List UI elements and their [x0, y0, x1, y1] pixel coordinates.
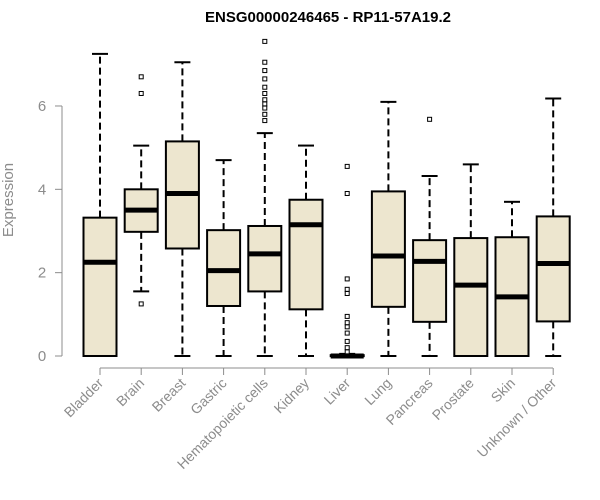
- boxes: [82, 38, 571, 359]
- outlier-point: [138, 90, 144, 96]
- outlier-point: [262, 101, 268, 107]
- outlier-point: [344, 286, 350, 292]
- box-unknown-other: [535, 97, 571, 357]
- box-pancreas: [412, 116, 448, 357]
- box-prostate: [453, 163, 489, 357]
- box-skin: [494, 200, 530, 357]
- outlier-point: [262, 111, 268, 117]
- outlier-point: [262, 84, 268, 90]
- outlier-point: [344, 313, 350, 319]
- box-iqr: [82, 216, 118, 357]
- box-iqr: [412, 239, 448, 323]
- outlier-point: [344, 324, 350, 330]
- outlier-point: [138, 74, 144, 80]
- x-tick-label: Brain: [113, 375, 147, 409]
- outlier-point: [262, 76, 268, 82]
- y-tick-label: 2: [38, 265, 46, 282]
- x-tick-label: Lung: [361, 375, 394, 408]
- outlier-point: [138, 301, 144, 307]
- outlier-point: [344, 349, 350, 355]
- x-tick-label: Skin: [488, 375, 519, 406]
- chart-title: ENSG00000246465 - RP11-57A19.2: [205, 9, 451, 26]
- box-breast: [164, 61, 200, 357]
- y-tick-label: 0: [38, 348, 46, 365]
- outlier-point: [344, 345, 350, 351]
- outlier-point: [262, 118, 268, 124]
- y-tick-label: 4: [38, 181, 46, 198]
- outlier-point: [427, 116, 433, 122]
- box-iqr: [453, 237, 489, 357]
- outlier-point: [344, 290, 350, 296]
- box-gastric: [206, 159, 242, 357]
- box-iqr: [288, 198, 324, 311]
- box-iqr: [247, 224, 283, 293]
- x-tick-label: Prostate: [429, 375, 477, 423]
- box-brain: [123, 74, 159, 307]
- box-bladder: [82, 52, 118, 357]
- y-tick-label: 6: [38, 98, 46, 115]
- x-tick-label: Breast: [149, 375, 189, 415]
- outlier-point: [262, 68, 268, 74]
- outlier-point: [344, 330, 350, 336]
- outlier-point: [344, 163, 350, 169]
- box-iqr: [370, 190, 406, 308]
- outlier-point: [262, 90, 268, 96]
- y-ticks: 0 2 4 6: [38, 98, 62, 365]
- outlier-point: [344, 190, 350, 196]
- box-iqr: [535, 215, 571, 323]
- box-lung: [370, 100, 406, 357]
- box-iqr: [206, 229, 242, 307]
- outlier-point: [344, 276, 350, 282]
- outlier-point: [262, 105, 268, 111]
- outlier-point: [262, 97, 268, 103]
- box-liver: [329, 163, 365, 359]
- x-tick-label: Liver: [321, 375, 354, 408]
- x-tick-label: Bladder: [61, 375, 107, 421]
- box-hematopoietic-cells: [247, 38, 283, 357]
- outlier-point: [344, 338, 350, 344]
- x-tick-label: Kidney: [271, 375, 313, 417]
- outlier-point: [262, 38, 268, 44]
- outlier-point: [262, 59, 268, 65]
- box-kidney: [288, 144, 324, 357]
- outlier-point: [344, 320, 350, 326]
- y-axis-label: Expression: [0, 163, 17, 237]
